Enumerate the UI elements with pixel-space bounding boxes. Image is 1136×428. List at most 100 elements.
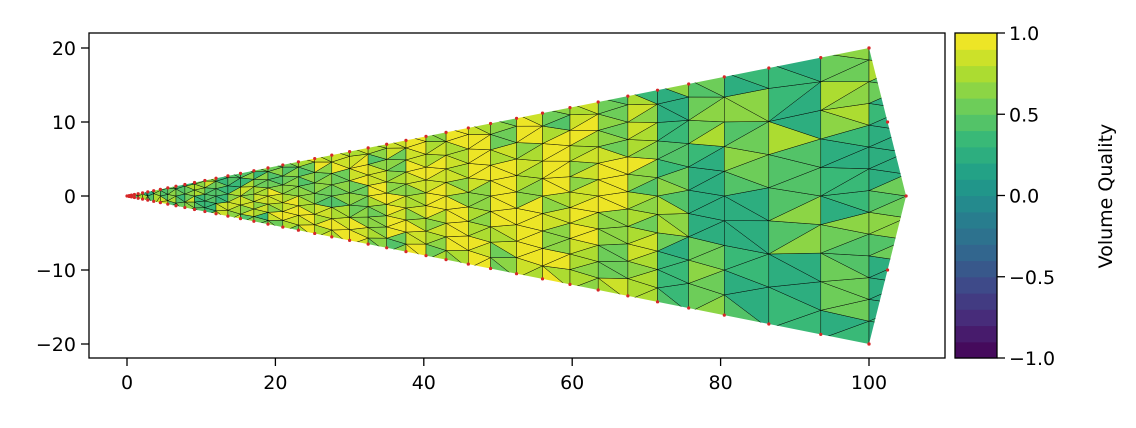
boundary-node [540,277,545,281]
boundary-node [146,190,150,194]
boundary-node [885,120,890,124]
boundary-node [385,246,389,250]
y-axis: −20 −10 0 10 20 [36,38,89,356]
boundary-node [488,266,493,271]
boundary-node [166,186,170,190]
boundary-node [444,130,448,134]
boundary-node [466,262,470,266]
boundary-node [183,182,187,187]
boundary-node [655,300,660,304]
boundary-node [252,169,256,173]
boundary-node [596,288,600,292]
boundary-node [132,195,137,200]
boundary-node [819,56,823,60]
boundary-node [767,66,771,70]
boundary-node [152,199,156,203]
y-tick-label: −10 [36,260,76,282]
colorbar-tick-label: −0.5 [1009,267,1055,289]
boundary-node [214,212,218,216]
boundary-node [330,153,334,157]
x-tick-label: 20 [263,372,287,394]
colorbar-level [955,276,997,294]
boundary-node [722,313,726,317]
boundary-node [140,191,145,195]
boundary-node [687,306,691,310]
colorbar-level [955,130,997,148]
x-tick-label: 40 [412,372,436,394]
boundary-node [174,184,178,188]
boundary-node [488,121,493,126]
boundary-node [166,202,170,206]
boundary-node [424,254,428,258]
x-axis: 0 20 40 60 80 100 [121,358,887,394]
boundary-node [885,268,890,272]
boundary-node [568,106,572,110]
colorbar-level [955,163,997,180]
boundary-node [192,207,197,212]
boundary-node [158,201,162,205]
boundary-node [252,219,256,223]
boundary-node [313,156,317,161]
mesh-nodes [125,46,908,346]
colorbar-level [955,325,997,343]
boundary-node [626,94,630,98]
boundary-node [366,146,370,150]
colorbar-level [955,179,997,197]
boundary-node [366,242,370,246]
boundary-node [140,197,145,201]
boundary-node [404,250,408,254]
colorbar-level [955,81,997,99]
colorbar-level [955,293,997,310]
boundary-node [214,176,218,180]
boundary-node [385,142,389,146]
y-tick-label: 10 [52,112,76,134]
boundary-node [132,192,137,197]
boundary-node [146,198,150,202]
colorbar-level [955,211,997,229]
boundary-node [136,196,140,200]
colorbar-level [955,244,997,262]
colorbar-level [955,33,997,50]
colorbar-level [955,228,997,245]
colorbar-tick-label: 0.5 [1009,104,1039,126]
colorbar-tick-label: −1.0 [1009,348,1055,370]
boundary-node [296,228,301,232]
boundary-node [655,88,660,92]
boundary-node [687,82,691,86]
x-tick-label: 80 [709,372,733,394]
boundary-node [348,238,352,242]
colorbar-level [955,114,997,132]
boundary-node [203,178,207,183]
boundary-node [867,46,871,50]
boundary-node [226,214,230,218]
boundary-node [626,294,630,298]
boundary-node [266,222,270,226]
boundary-node [722,75,726,79]
colorbar-level [955,146,997,164]
boundary-node [767,322,771,326]
boundary-node [192,180,197,185]
boundary-node [238,217,243,221]
boundary-node [596,100,600,104]
boundary-node [904,194,908,198]
colorbar-tick-label: 1.0 [1009,23,1039,45]
y-tick-label: 20 [52,38,76,60]
boundary-node [296,160,301,164]
y-tick-label: 0 [64,186,76,208]
x-tick-label: 0 [121,372,133,394]
colorbar-tick-label: 0.0 [1009,186,1039,208]
colorbar-level [955,309,997,327]
boundary-node [348,150,352,154]
boundary-node [330,235,334,239]
boundary-node [568,282,572,286]
boundary-node [819,332,823,336]
boundary-node [466,126,470,130]
colorbar-level [955,195,997,213]
colorbar-level [955,260,997,278]
colorbar-axis: 1.0 0.5 0.0 −0.5 −1.0 [997,23,1055,370]
colorbar-level [955,98,997,115]
boundary-node [404,138,408,142]
boundary-node [136,192,140,196]
